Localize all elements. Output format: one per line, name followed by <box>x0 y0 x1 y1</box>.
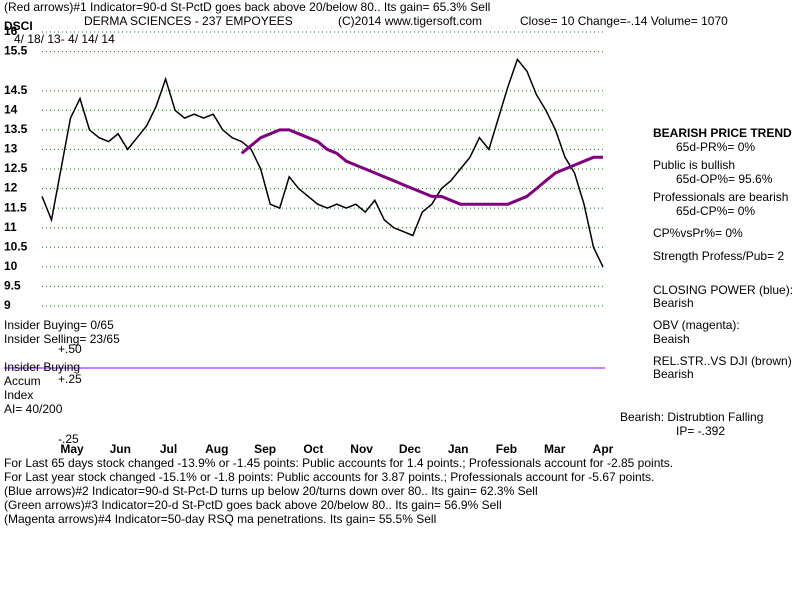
price-line <box>41 57 604 268</box>
y-tick-label: 14 <box>4 102 18 116</box>
side-note: OBV (magenta): <box>653 318 740 332</box>
y-tick-label: 12 <box>4 181 18 195</box>
footer-line: For Last 65 days stock changed -13.9% or… <box>4 456 673 470</box>
side-note: 65d-OP%= 95.6% <box>676 172 773 186</box>
side-note: Bearish <box>653 296 694 310</box>
price-line <box>240 128 603 206</box>
side-note: CP%vsPr%= 0% <box>653 226 743 240</box>
left-note: AI= 40/200 <box>4 402 63 416</box>
side-note: Bearish <box>653 367 694 381</box>
left-note: -.25 <box>58 432 79 446</box>
x-tick-label: Aug <box>205 442 228 456</box>
left-note: Index <box>4 388 33 402</box>
ticker: DSCI <box>4 19 33 33</box>
left-note: +.25 <box>58 372 82 386</box>
side-note: Professionals are bearish <box>653 190 788 204</box>
annotations: (Red arrows)#1 Indicator=90-d St-PctD go… <box>4 0 793 526</box>
left-note: Insider Buying <box>4 360 80 374</box>
x-tick-label: Mar <box>544 442 566 456</box>
date-range: 4/ 18/ 13- 4/ 14/ 14 <box>14 32 115 46</box>
side-note: Beaish <box>653 332 690 346</box>
y-tick-label: 13.5 <box>4 122 28 136</box>
y-tick-label: 16 <box>4 24 18 38</box>
y-tick-label: 10.5 <box>4 239 28 253</box>
side-note: Public is bullish <box>653 158 735 172</box>
left-note: Insider Buying= 0/65 <box>4 318 114 332</box>
y-tick-label: 10 <box>4 259 18 273</box>
y-tick-label: 12.5 <box>4 161 28 175</box>
x-tick-label: May <box>60 442 84 456</box>
x-tick-label: Dec <box>399 442 421 456</box>
x-tick-label: Jun <box>110 442 131 456</box>
x-tick-label: Feb <box>496 442 517 456</box>
header-line: (Red arrows)#1 Indicator=90-d St-PctD go… <box>4 0 490 14</box>
side-note: CLOSING POWER (blue): <box>653 283 793 297</box>
x-tick-label: Sep <box>254 442 276 456</box>
x-tick-label: Jul <box>160 442 177 456</box>
footer-line: For Last year stock changed -15.1% or -1… <box>4 470 654 484</box>
x-tick-label: Apr <box>593 442 614 456</box>
company: DERMA SCIENCES - 237 EMPOYEES <box>84 14 293 28</box>
y-tick-label: 14.5 <box>4 83 28 97</box>
y-tick-label: 15.5 <box>4 44 28 58</box>
y-tick-label: 9 <box>4 298 11 312</box>
side-note: 65d-PR%= 0% <box>676 140 755 154</box>
side-note: 65d-CP%= 0% <box>676 204 755 218</box>
y-tick-label: 13 <box>4 142 18 156</box>
side-note: REL.STR..VS DJI (brown) <box>653 354 792 368</box>
footer-line: (Blue arrows)#2 Indicator=90-d St-Pct-D … <box>4 484 538 498</box>
y-tick-label: 9.5 <box>4 279 21 293</box>
side-note: IP= -.392 <box>676 424 725 438</box>
y-tick-label: 11.5 <box>4 200 27 214</box>
left-note: Accum <box>4 374 41 388</box>
left-note: +.50 <box>58 342 82 356</box>
footer-line: (Green arrows)#3 Indicator=20-d St-PctD … <box>4 498 502 512</box>
side-note: BEARISH PRICE TREND <box>653 126 792 140</box>
left-note: Insider Selling= 23/65 <box>4 332 120 346</box>
copyright: (C)2014 www.tigersoft.com <box>338 14 482 28</box>
x-tick-label: Oct <box>303 442 323 456</box>
side-note: Bearish: Distrubtion Falling <box>620 410 763 424</box>
x-tick-label: Nov <box>350 442 373 456</box>
x-tick-label: Jan <box>448 442 469 456</box>
footer-line: (Magenta arrows)#4 Indicator=50-day RSQ … <box>4 512 436 526</box>
close-info: Close= 10 Change=-.14 Volume= 1070 <box>520 14 728 28</box>
y-tick-label: 11 <box>4 220 17 234</box>
side-note: Strength Profess/Pub= 2 <box>653 249 784 263</box>
